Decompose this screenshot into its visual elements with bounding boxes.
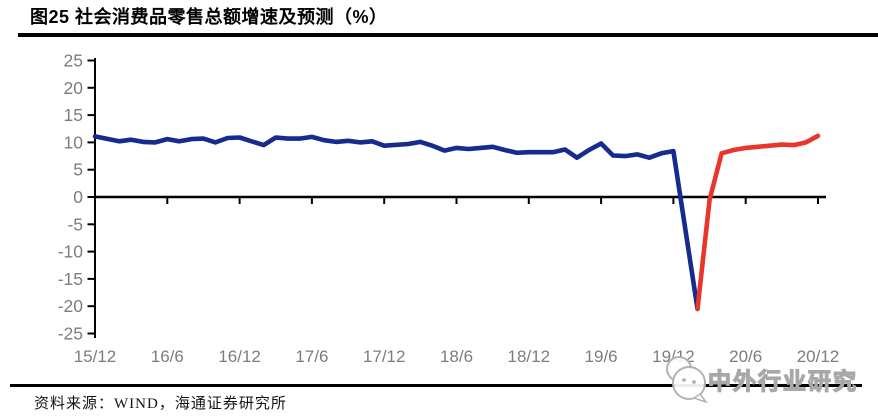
x-tick-label: 17/12 [363,347,406,366]
y-tick-label: -5 [67,214,83,234]
y-tick-label: 20 [64,78,84,98]
source-label: 资料来源：WIND，海通证券研究所 [34,396,287,412]
wechat-bubbles-icon [666,356,709,404]
x-tick-label: 15/12 [74,347,117,366]
watermark-text: 中外行业研究 [707,367,858,394]
series-actual [92,134,700,312]
y-tick-label: -15 [58,269,83,289]
y-tick-label: 0 [73,187,83,207]
y-tick-label: 5 [73,160,83,180]
y-tick-label: 10 [64,132,84,152]
footer-divider-line [10,384,862,387]
x-tick-label: 17/6 [295,347,328,366]
watermark: 中外行业研究 [658,352,858,406]
series-forecast [695,133,821,312]
x-tick-label: 16/6 [151,347,184,366]
x-tick-label: 19/6 [585,347,618,366]
x-tick-label: 16/12 [218,347,261,366]
x-tick-label: 20/6 [729,347,762,366]
y-tick-label: -10 [58,242,84,262]
y-tick-label: 25 [64,51,83,71]
x-tick-label: 18/6 [440,347,473,366]
y-tick-label: 15 [64,105,83,125]
title-divider-line [18,33,878,37]
x-tick-label: 20/12 [797,347,840,366]
y-tick-label: -20 [58,296,84,316]
x-tick-label: 18/12 [508,347,551,366]
chart-title: 图25 社会消费品零售总额增速及预测（%） [30,7,388,27]
y-tick-label: -25 [58,324,83,344]
